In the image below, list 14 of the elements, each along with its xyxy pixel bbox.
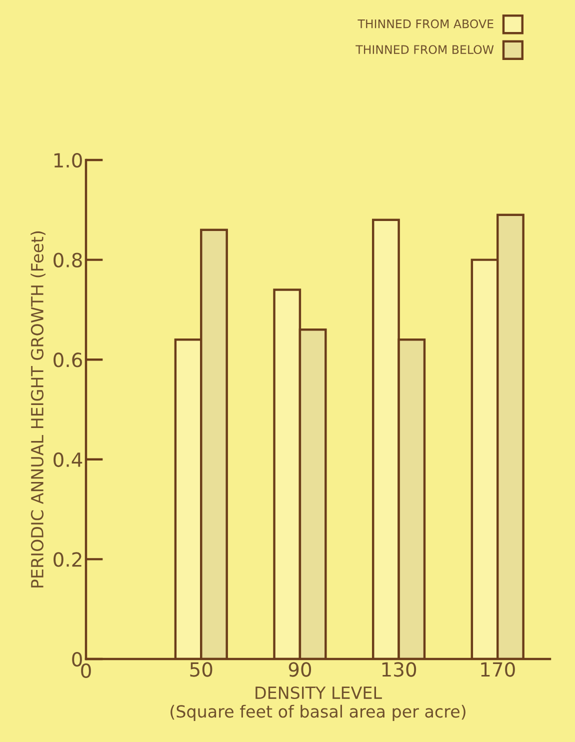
x-axis-title: DENSITY LEVEL (Square feet of basal area per acre) (170, 686, 466, 721)
legend-label: THINNED FROM BELOW (356, 45, 494, 54)
y-axis-title: PERIODIC ANNUAL HEIGHT GROWTH (Feet) (30, 231, 46, 588)
x-tick-label: 170 (481, 662, 515, 677)
y-tick-label: 1.0 (54, 152, 82, 168)
x-tick-label: 130 (382, 662, 416, 677)
legend-label: THINNED FROM ABOVE (358, 19, 494, 28)
y-tick-label: 0.2 (54, 552, 82, 567)
y-tick-label: 0 (72, 652, 82, 667)
y-tick-label: 0.8 (54, 252, 82, 268)
x-tick-label: 50 (190, 662, 212, 677)
y-tick-label: 0.6 (54, 352, 82, 368)
x-tick-label: 90 (288, 662, 312, 677)
y-tick-label: 0.4 (54, 452, 82, 468)
